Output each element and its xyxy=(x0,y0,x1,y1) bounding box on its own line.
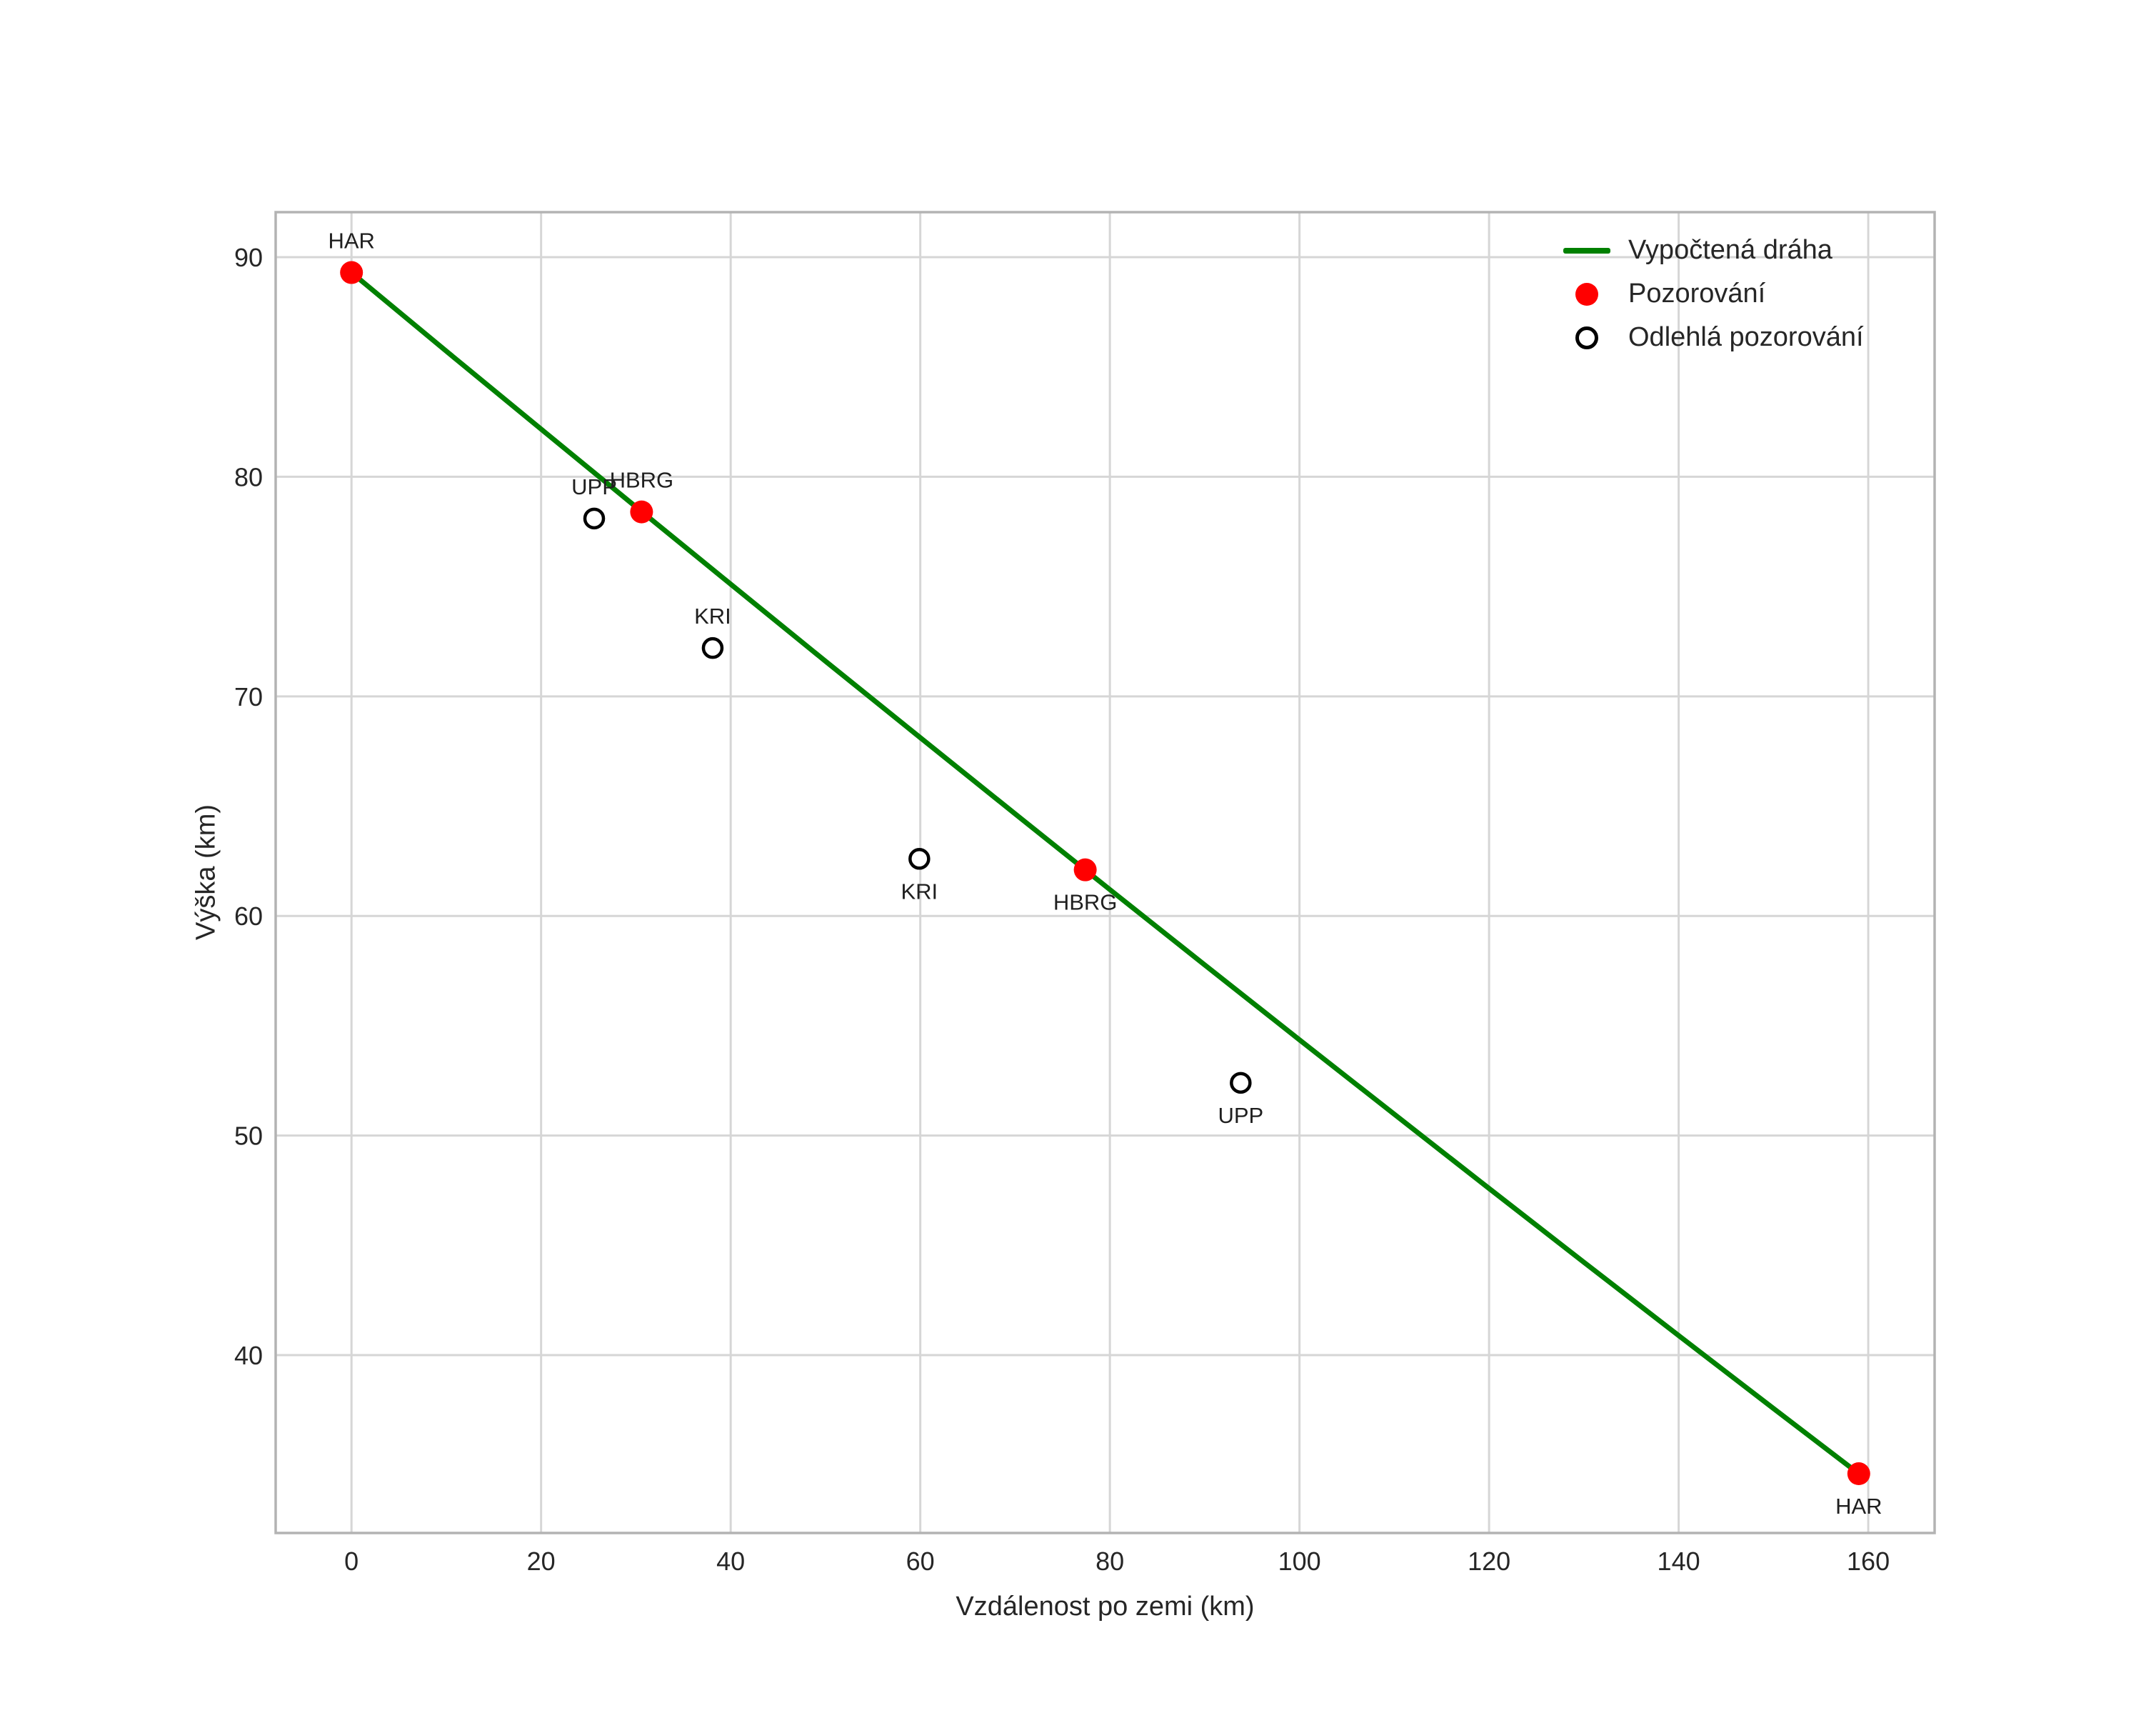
x-tick-label: 140 xyxy=(1658,1547,1700,1576)
x-tick-label: 80 xyxy=(1095,1547,1124,1576)
observation-point xyxy=(630,500,653,524)
point-label: KRI xyxy=(901,879,938,904)
x-tick-label: 160 xyxy=(1847,1547,1890,1576)
y-tick-label: 70 xyxy=(234,682,263,711)
legend-label-observations: Pozorování xyxy=(1628,279,1766,309)
legend-label-outliers: Odlehlá pozorování xyxy=(1628,322,1864,352)
x-axis-label: Vzdálenost po zemi (km) xyxy=(956,1592,1255,1622)
legend-item-observations: Pozorování xyxy=(1561,272,1864,316)
point-label: HBRG xyxy=(610,468,674,493)
y-axis-label: Výška (km) xyxy=(191,804,221,940)
y-tick-label: 40 xyxy=(234,1341,263,1370)
y-tick-label: 60 xyxy=(234,902,263,931)
observation-marker-swatch xyxy=(1575,282,1598,306)
y-tick-label: 50 xyxy=(234,1122,263,1151)
y-tick-label: 80 xyxy=(234,462,263,491)
observation-point xyxy=(1073,858,1097,882)
outlier-point xyxy=(583,507,606,530)
trajectory-line-swatch xyxy=(1563,247,1610,254)
x-tick-label: 100 xyxy=(1278,1547,1321,1576)
outlier-point xyxy=(701,636,724,659)
x-tick-label: 0 xyxy=(344,1547,359,1576)
point-label: HAR xyxy=(328,229,374,254)
point-label: HAR xyxy=(1835,1494,1882,1519)
point-label: UPP xyxy=(1218,1103,1263,1128)
legend-item-outliers: Odlehlá pozorování xyxy=(1561,316,1864,359)
observation-point xyxy=(1847,1462,1870,1486)
legend-item-trajectory: Vypočtená dráha xyxy=(1561,229,1864,272)
outlier-point xyxy=(1230,1072,1252,1094)
y-tick-label: 90 xyxy=(234,243,263,272)
point-label: KRI xyxy=(694,604,731,629)
trajectory-line xyxy=(349,270,1862,1477)
outlier-marker-swatch xyxy=(1575,326,1598,349)
legend-label-trajectory: Vypočtená dráha xyxy=(1628,235,1832,265)
plot-border xyxy=(274,211,1936,1534)
x-tick-label: 40 xyxy=(716,1547,745,1576)
x-tick-label: 120 xyxy=(1468,1547,1510,1576)
legend: Vypočtená dráha Pozorování Odlehlá pozor… xyxy=(1561,229,1864,359)
point-label: HBRG xyxy=(1053,890,1118,915)
outlier-point xyxy=(908,848,931,870)
x-tick-label: 20 xyxy=(527,1547,556,1576)
x-tick-label: 60 xyxy=(906,1547,935,1576)
observation-point xyxy=(340,261,363,284)
point-label: UPP xyxy=(571,474,617,499)
